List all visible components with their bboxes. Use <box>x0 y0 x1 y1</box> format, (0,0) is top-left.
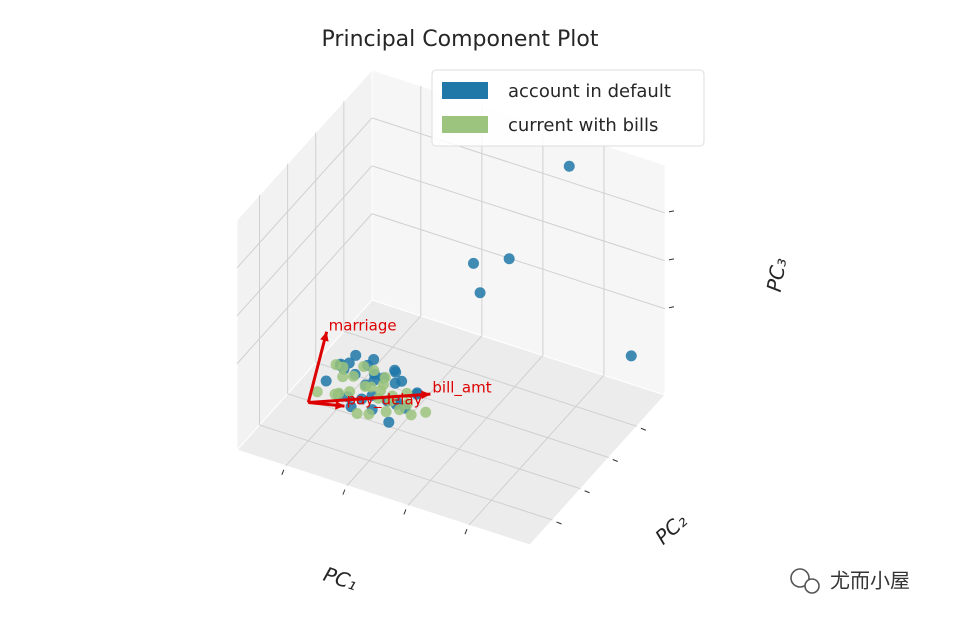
point <box>563 160 575 172</box>
point <box>401 398 413 410</box>
point <box>368 353 380 365</box>
point <box>625 350 637 362</box>
x-axis-label: PC₁ <box>321 562 361 595</box>
loading-label: marriage <box>329 316 397 334</box>
watermark-text: 尤而小屋 <box>830 569 910 593</box>
point <box>405 409 417 421</box>
arrow-head <box>320 331 329 342</box>
point <box>358 360 370 372</box>
loading-label: bill_amt <box>432 379 491 398</box>
point <box>420 406 432 418</box>
legend-label: account in default <box>508 81 671 102</box>
grid-line <box>371 213 666 310</box>
pane-back <box>371 69 666 396</box>
point <box>383 416 395 428</box>
point <box>380 406 392 418</box>
loading-arrow <box>306 331 329 403</box>
grid-line <box>236 213 373 365</box>
point <box>474 287 486 299</box>
tick-mark <box>640 427 647 431</box>
point <box>337 371 349 383</box>
watermark-icon <box>790 568 810 588</box>
legend: account in default current with bills <box>431 69 705 147</box>
watermark: 尤而小屋 <box>790 568 910 594</box>
grid-line <box>315 362 609 458</box>
legend-label: current with bills <box>508 115 658 136</box>
tick-mark <box>342 489 346 495</box>
point <box>330 359 342 371</box>
grid-line <box>343 330 638 427</box>
grid-line <box>259 424 553 521</box>
legend-swatch <box>442 116 488 133</box>
arrow-head <box>421 390 431 400</box>
point <box>363 408 375 420</box>
tick-mark <box>584 490 590 494</box>
z-axis-label: PC₃ <box>762 256 792 294</box>
grid-line <box>371 165 666 262</box>
tick-mark <box>464 529 468 535</box>
point <box>468 257 479 269</box>
point <box>503 253 515 265</box>
loading-label: pay_delay <box>346 391 422 410</box>
point <box>351 408 363 420</box>
loading-arrow <box>308 392 431 404</box>
point <box>368 365 380 376</box>
tick-mark <box>612 459 618 462</box>
point <box>347 370 359 382</box>
point <box>393 404 405 416</box>
tick-mark <box>556 521 562 525</box>
tick-mark <box>281 469 285 476</box>
point <box>333 387 345 399</box>
point <box>396 375 408 387</box>
point <box>320 375 332 387</box>
point <box>365 381 377 393</box>
grid-line <box>287 393 581 490</box>
arrow-head <box>335 400 345 410</box>
watermark-icon <box>804 578 820 594</box>
y-axis-label: PC₂ <box>650 509 691 550</box>
point <box>350 349 362 361</box>
point <box>311 386 323 398</box>
grid-line <box>236 117 373 269</box>
chart-title: Principal Component Plot <box>322 27 599 52</box>
loadings: marriage bill_amt pay_delay <box>306 316 492 410</box>
tick-mark <box>403 509 407 515</box>
point <box>389 364 401 376</box>
tick-mark <box>668 306 675 309</box>
point <box>344 386 356 398</box>
legend-swatch <box>442 82 488 99</box>
point <box>377 379 389 391</box>
tick-mark <box>668 210 675 213</box>
tick-mark <box>668 258 675 261</box>
grid-line <box>371 117 666 214</box>
legend-box <box>431 69 705 147</box>
grid-line <box>236 165 373 317</box>
